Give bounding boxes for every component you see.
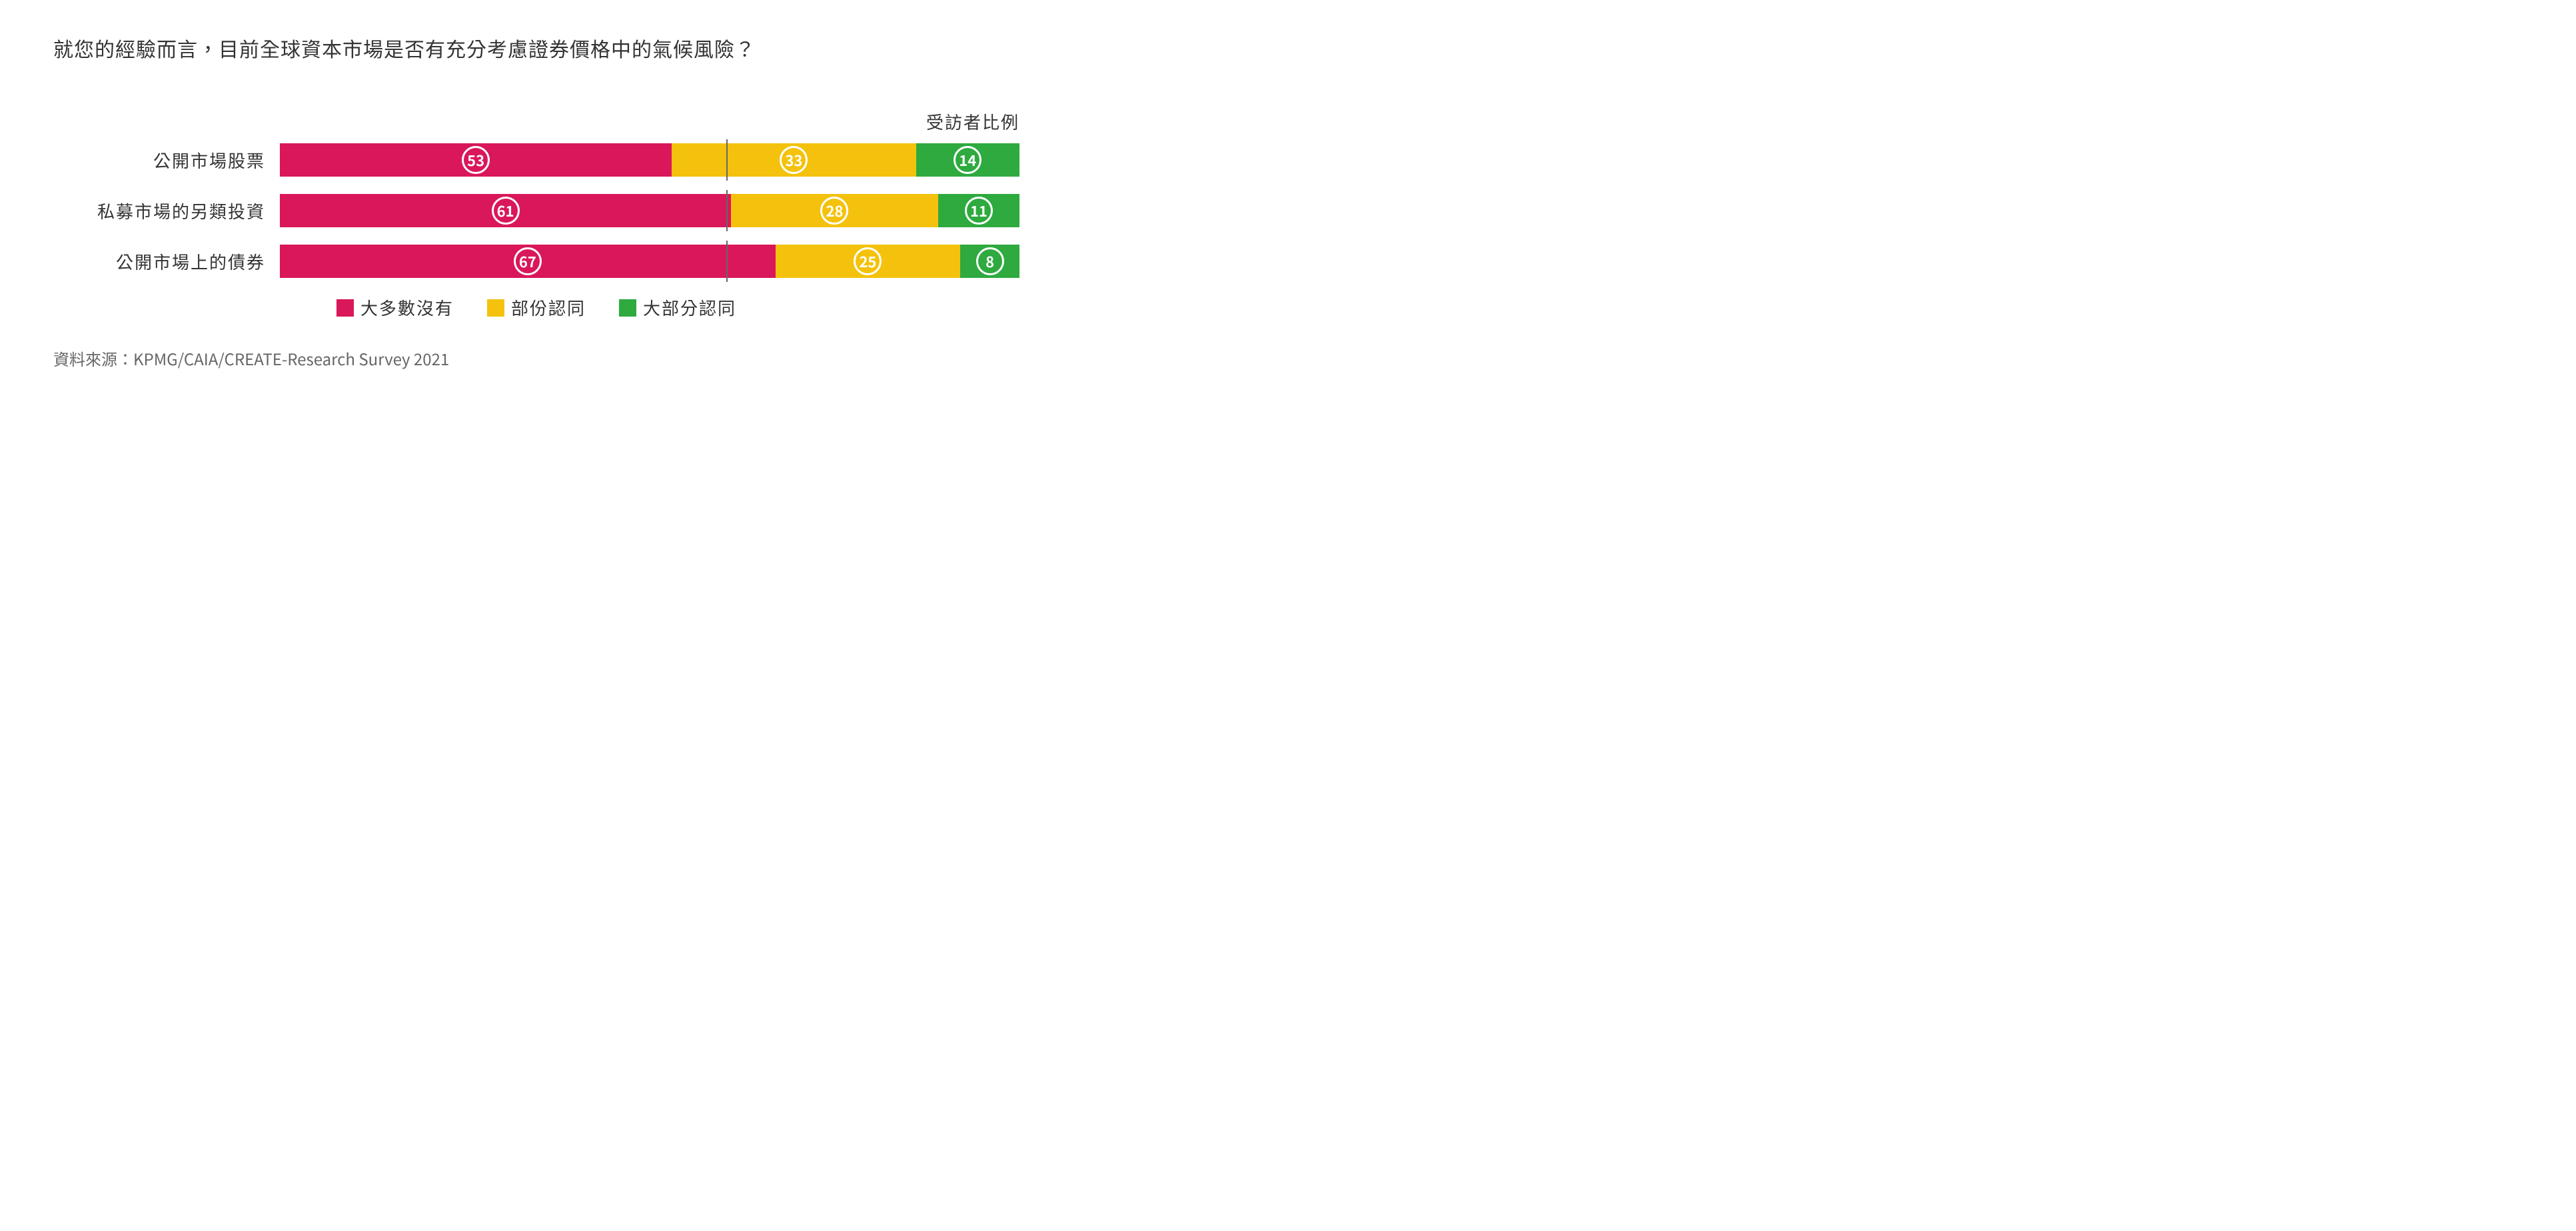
series-avg-tick: [726, 190, 728, 231]
category-label: 私募市場的另類投資: [53, 199, 280, 223]
value-badge: 11: [965, 197, 993, 225]
value-badge: 8: [976, 247, 1004, 275]
bar-track: 67 25 8: [280, 245, 1019, 278]
value-badge: 14: [954, 146, 981, 174]
value-badge: 67: [514, 247, 542, 275]
bar-track: 53 33 14: [280, 143, 1019, 177]
value-badge: 61: [492, 197, 520, 225]
bar-track: 61 28 11: [280, 194, 1019, 227]
legend-item-mostly_not: 大多數沒有: [336, 295, 454, 320]
category-label: 公開市場股票: [53, 148, 280, 173]
legend-item-mostly_agree: 大部分認同: [619, 295, 736, 320]
legend-label: 大部分認同: [643, 295, 736, 320]
chart-legend: 大多數沒有 部份認同 大部分認同: [53, 295, 1019, 320]
bar-segment-mostly_not: 61: [280, 194, 731, 227]
chart-row: 公開市場股票 53 33 14: [53, 143, 1019, 177]
chart-row: 公開市場上的債券 67 25 8: [53, 245, 1019, 278]
legend-item-some_agree: 部份認同: [487, 295, 586, 320]
series-avg-tick: [726, 241, 728, 282]
value-badge: 28: [820, 197, 848, 225]
chart-title: 就您的經驗而言，目前全球資本市場是否有充分考慮證券價格中的氣候風險？: [53, 33, 1019, 63]
bar-segment-mostly_agree: 14: [916, 143, 1019, 177]
value-badge: 53: [462, 146, 490, 174]
bar-segment-mostly_agree: 11: [938, 194, 1019, 227]
right-axis-label: 受訪者比例: [53, 109, 1019, 134]
bar-segment-mostly_not: 67: [280, 245, 776, 278]
legend-swatch: [487, 299, 504, 317]
value-badge: 33: [780, 146, 808, 174]
category-label: 公開市場上的債券: [53, 249, 280, 274]
series-avg-tick: [726, 139, 728, 181]
legend-swatch: [336, 299, 354, 317]
bar-segment-mostly_agree: 8: [960, 245, 1019, 278]
bar-segment-some_agree: 28: [731, 194, 938, 227]
bar-segment-some_agree: 25: [776, 245, 961, 278]
bar-segment-some_agree: 33: [672, 143, 916, 177]
chart-rows: 公開市場股票 53 33 14 私募市場的另類投資 61 28 11 公開市場上的債券 67 25 8: [53, 143, 1019, 278]
chart-area: 受訪者比例 公開市場股票 53 33 14 私募市場的另類投資 61 28 11 公開市場上的債…: [53, 109, 1019, 320]
value-badge: 25: [854, 247, 882, 275]
bar-segment-mostly_not: 53: [280, 143, 672, 177]
legend-swatch: [619, 299, 636, 317]
chart-row: 私募市場的另類投資 61 28 11: [53, 194, 1019, 227]
legend-label: 大多數沒有: [360, 295, 454, 320]
legend-label: 部份認同: [511, 295, 586, 320]
chart-container: 就您的經驗而言，目前全球資本市場是否有充分考慮證券價格中的氣候風險？ 受訪者比例…: [53, 33, 1019, 370]
chart-source: 資料來源：KPMG/CAIA/CREATE-Research Survey 20…: [53, 347, 1019, 370]
